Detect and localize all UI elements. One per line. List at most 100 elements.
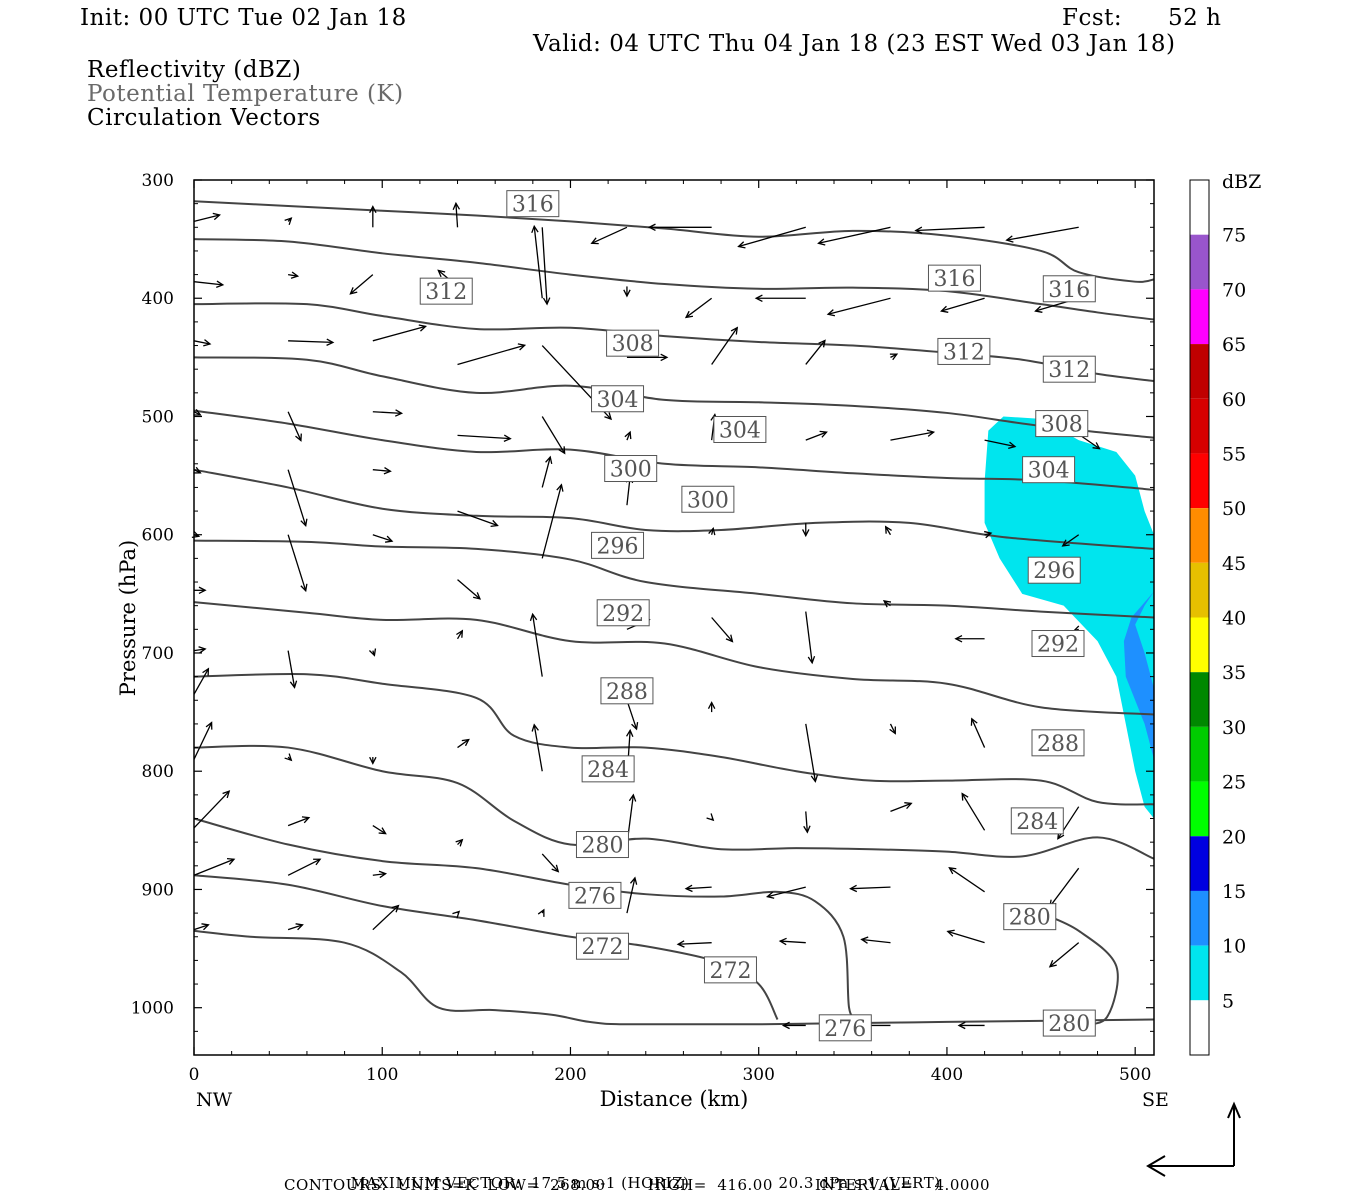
circulation-vector (890, 802, 913, 813)
circulation-vector (849, 884, 891, 893)
theta-contour-288-7 (193, 601, 1155, 716)
colorbar-segment (1190, 289, 1209, 345)
valid-time: Valid: 04 UTC Thu 04 Jan 18 (23 EST Wed … (533, 31, 1176, 57)
colorbar: 5 10 15 20 25 30 35 40 45 50 55 60 65 70 75 dBZ (1189, 171, 1261, 1056)
circulation-vector (884, 525, 892, 536)
circulation-vector (537, 908, 545, 917)
forecast-label: Fcst: (1062, 5, 1123, 31)
circulation-vector (529, 612, 543, 677)
contour-label-text: 292 (602, 602, 644, 627)
circulation-vector (684, 297, 713, 319)
circulation-vector (455, 838, 464, 847)
circulation-vector (193, 790, 231, 829)
contour-label-text: 284 (1016, 810, 1058, 835)
circulation-vector (287, 816, 311, 827)
circulation-vector (626, 876, 638, 914)
contour-label-text: 296 (597, 534, 639, 559)
colorbar-segment (1190, 617, 1209, 673)
circulation-vector (889, 353, 899, 361)
theta-contour-284-8 (193, 672, 1155, 806)
circulation-vector (193, 667, 210, 695)
circulation-vector (287, 650, 298, 689)
contour-label-text: 308 (1041, 413, 1083, 438)
contour-label: 308 (606, 329, 660, 357)
circulation-vector (193, 466, 202, 474)
circulation-vector (193, 212, 221, 223)
circulation-vector (194, 586, 207, 595)
theta-contour-304-3 (193, 356, 1155, 439)
contour-label: 272 (575, 932, 629, 960)
colorbar-segment (1190, 836, 1209, 891)
reflectivity-fill (984, 416, 1154, 819)
x-tick-label: 400 (931, 1065, 963, 1085)
contour-label: 316 (1042, 275, 1096, 303)
contour-label: 292 (596, 599, 650, 627)
circulation-vector (372, 467, 392, 475)
colorbar-frame (1189, 179, 1210, 1056)
circulation-vector (531, 723, 543, 772)
circulation-vector (711, 326, 739, 365)
colorbar-label: 70 (1222, 279, 1246, 301)
circulation-vector (765, 886, 806, 899)
circulation-vector (193, 857, 236, 876)
theta-contour-280-12 (1040, 912, 1119, 1026)
circulation-vector (287, 469, 308, 528)
circulation-vector (284, 217, 293, 226)
circulation-vector (711, 617, 734, 643)
circulation-vector (287, 923, 304, 931)
circulation-vector (970, 717, 986, 748)
circulation-vector (826, 297, 891, 317)
circulation-vector (984, 530, 993, 539)
contour-label: 284 (581, 755, 635, 783)
circulation-vector (946, 929, 985, 944)
colorbar-label: 50 (1222, 498, 1246, 520)
circulation-vector (541, 227, 551, 306)
colorbar-label: 35 (1222, 662, 1246, 684)
circulation-vector (372, 409, 404, 417)
circulation-vector (890, 429, 936, 441)
max-vector-horiz-unit: -1 (HORIZ) (600, 1174, 690, 1192)
circulation-vector (805, 611, 816, 665)
contour-label-text: 272 (709, 959, 751, 984)
contour-label: 272 (703, 956, 757, 984)
circulation-vector (193, 646, 207, 654)
theta-contour-312-1 (193, 238, 1155, 321)
colorbar-label: 65 (1222, 334, 1246, 356)
contour-label: 300 (681, 485, 735, 513)
circulation-vector (708, 526, 716, 536)
colorbar-label: 60 (1222, 389, 1246, 411)
circulation-vector (684, 884, 712, 893)
circulation-vector (781, 1021, 806, 1030)
circulation-vector (287, 534, 308, 593)
contour-label: 280 (1042, 1009, 1096, 1037)
contour-label-text: 300 (610, 458, 652, 483)
colorbar-segment (1190, 726, 1209, 782)
circulation-vector (457, 343, 527, 366)
theta-contour-280-9 (193, 744, 1155, 860)
contour-label: 280 (1003, 903, 1057, 931)
colorbar-segment (1190, 180, 1209, 235)
colorbar-unit: dBZ (1222, 171, 1261, 193)
contour-label: 300 (604, 455, 658, 483)
circulation-vectors (191, 201, 1101, 1030)
colorbar-label: 45 (1222, 553, 1246, 575)
circulation-vector (287, 411, 302, 442)
circulation-vector (940, 297, 985, 313)
circulation-vector (647, 223, 712, 232)
circulation-vector (802, 522, 810, 538)
theta-contour-276-10 (193, 817, 858, 1019)
circulation-vector (372, 904, 400, 931)
contour-label-text: 312 (425, 280, 467, 305)
circulation-vector (541, 455, 553, 488)
circulation-vector (1061, 534, 1080, 547)
circulation-vector (349, 274, 374, 295)
contour-label-text: 280 (1009, 906, 1051, 931)
max-vector-vert-unit: -1 (VERT) (862, 1174, 941, 1192)
circulation-vector (372, 324, 428, 342)
y-tick-label: 300 (142, 171, 174, 191)
circulation-vector (193, 923, 210, 931)
circulation-vector (948, 867, 985, 893)
colorbar-label: 25 (1222, 772, 1246, 794)
reflectivity-area-10dbz (1123, 591, 1154, 760)
y-tick-label: 900 (142, 880, 174, 900)
